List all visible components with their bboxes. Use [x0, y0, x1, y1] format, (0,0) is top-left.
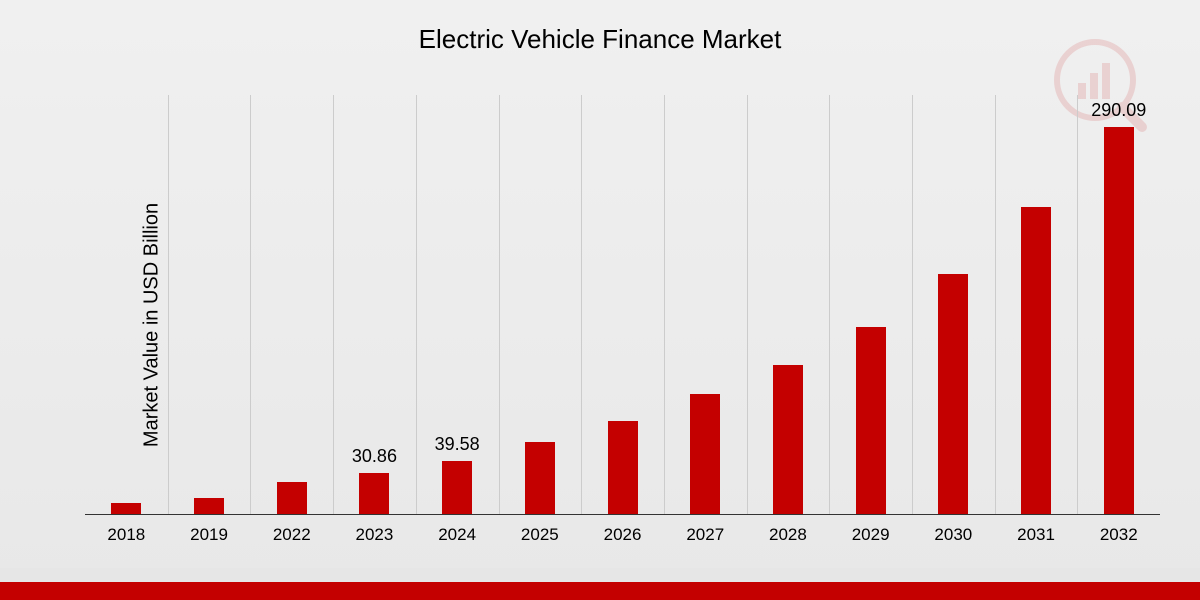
x-tick-label: 2025 — [521, 525, 559, 545]
bar-value-label: 290.09 — [1091, 100, 1146, 121]
bar — [938, 274, 968, 514]
chart-title: Electric Vehicle Finance Market — [0, 0, 1200, 55]
grid-line — [581, 95, 582, 514]
bar — [690, 394, 720, 514]
bar — [359, 473, 389, 514]
x-tick-label: 2032 — [1100, 525, 1138, 545]
bar-value-label: 39.58 — [435, 434, 480, 455]
bar — [608, 421, 638, 514]
footer-light-strip — [0, 568, 1200, 582]
grid-line — [829, 95, 830, 514]
x-tick-label: 2031 — [1017, 525, 1055, 545]
x-tick-label: 2026 — [604, 525, 642, 545]
bar — [773, 365, 803, 514]
grid-line — [168, 95, 169, 514]
bar — [856, 327, 886, 514]
grid-line — [747, 95, 748, 514]
x-tick-label: 2024 — [438, 525, 476, 545]
x-axis: 2018 2019 2022 2023 2024 2025 2026 2027 2028 2029… — [85, 515, 1160, 555]
x-tick-label: 2029 — [852, 525, 890, 545]
x-tick-label: 2019 — [190, 525, 228, 545]
plot-region: 30.86 39.58 290.09 — [85, 95, 1160, 515]
grid-line — [250, 95, 251, 514]
grid-line — [1077, 95, 1078, 514]
x-tick-label: 2022 — [273, 525, 311, 545]
grid-line — [333, 95, 334, 514]
chart-area: Market Value in USD Billion 30.8639.5829… — [50, 95, 1170, 555]
x-tick-label: 2028 — [769, 525, 807, 545]
x-tick-label: 2027 — [686, 525, 724, 545]
bar — [525, 442, 555, 514]
bar — [442, 461, 472, 514]
x-tick-label: 2023 — [356, 525, 394, 545]
bar — [277, 482, 307, 514]
bar — [1104, 127, 1134, 514]
bar-value-label: 30.86 — [352, 446, 397, 467]
bar — [1021, 207, 1051, 514]
x-tick-label: 2030 — [934, 525, 972, 545]
bar — [194, 498, 224, 514]
x-tick-label: 2018 — [107, 525, 145, 545]
grid-line — [416, 95, 417, 514]
footer-red-strip — [0, 582, 1200, 600]
grid-line — [664, 95, 665, 514]
grid-line — [995, 95, 996, 514]
grid-line — [912, 95, 913, 514]
bar — [111, 503, 141, 514]
grid-line — [499, 95, 500, 514]
